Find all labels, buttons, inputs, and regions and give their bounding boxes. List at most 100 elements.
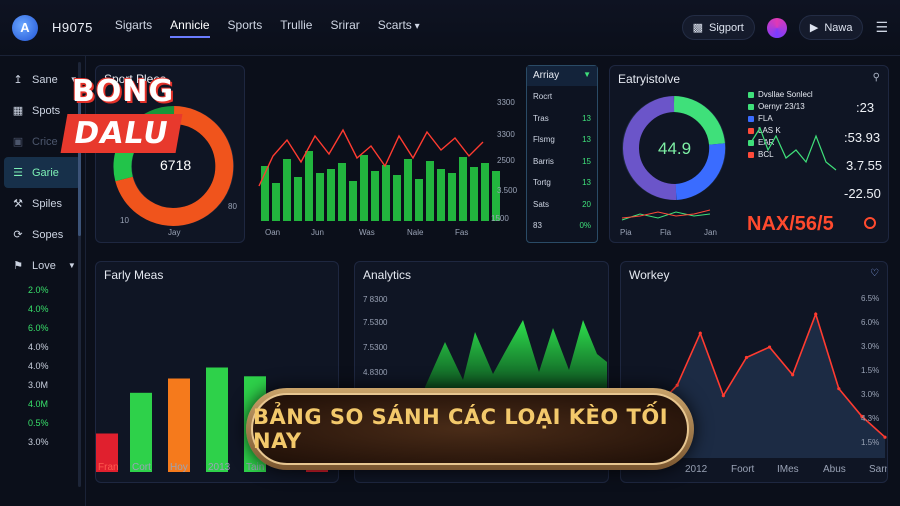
sidebar-percent: 3.0M (28, 380, 49, 390)
mini-list-rows: Rocrt Tras 13 Flsmg 13 Barris 15 Tortg 13 Sats 20 8… (527, 86, 597, 237)
legend-label: FLA (758, 114, 773, 123)
sidebar-percent: 4.0M (28, 399, 49, 409)
line-point (837, 387, 841, 391)
list-item[interactable]: Sats 20 (527, 194, 597, 216)
donut-slice-orange (115, 106, 234, 226)
line-bar-chart (258, 128, 500, 221)
bar (415, 179, 423, 221)
menu-icon[interactable]: ☰ (875, 19, 888, 35)
donut-center-value: 6718 (160, 157, 192, 173)
donut-center-value: 44.9 (658, 139, 692, 158)
line-point (744, 355, 749, 360)
bar (338, 163, 346, 221)
panel-title: Analytics (363, 268, 412, 282)
heart-icon[interactable]: ♡ (870, 268, 879, 279)
news-label: Nawa (824, 21, 853, 34)
nav-item-sigarts[interactable]: Sigarts (114, 17, 153, 32)
sidebar-percent: 3.0% (28, 437, 49, 447)
list-item-label: Rocrt (533, 92, 553, 102)
sidebar-percent-list: 2.0% 4.0% 6.0% 4.0% 4.0% 3.0M 4.0M 0.5% 3.0% (0, 281, 85, 452)
bottom-sparkline-green (621, 211, 711, 221)
nav-item-trullie[interactable]: Trullie (280, 17, 313, 32)
sidebar-item-spiles[interactable]: ⚒ Spiles (0, 188, 85, 219)
sidebar-item-garie[interactable]: ☰ Garie (4, 157, 81, 188)
list-item[interactable]: Tras 13 (527, 108, 597, 130)
search-icon[interactable]: ⚲ (872, 72, 880, 83)
sidebar-item-sane[interactable]: ↥ Sane ▼ (0, 64, 85, 95)
panel-farly-meas: Farly Meas Fran Cort Hoy 2013 Tain (95, 261, 339, 483)
list-item[interactable]: Flsmg 13 (527, 129, 597, 151)
panel-line-bars: 3300 3300 2500 3.500 1500 Oan Jun Was Na… (248, 65, 520, 243)
bar (492, 171, 500, 221)
bar (448, 173, 456, 221)
panel-title: Eatryistolve (618, 72, 681, 86)
target-icon (864, 217, 876, 229)
sidebar-scrollbar[interactable] (78, 62, 81, 487)
support-button[interactable]: ▩ Sigport (681, 15, 755, 40)
legend-swatch (748, 103, 754, 110)
app-logo-icon[interactable]: A (12, 14, 38, 41)
promo-banner[interactable]: BẢNG SO SÁNH CÁC LOẠI KÈO TỐI NAY (246, 388, 694, 470)
list-item[interactable]: 83 0% (527, 215, 597, 237)
sidebar-item-sopes[interactable]: ⟳ Sopes (0, 219, 85, 250)
avatar[interactable] (766, 17, 787, 38)
nav-item-sports[interactable]: Sports (227, 17, 263, 32)
y-label: 1.5% (861, 438, 880, 447)
top-navigation-bar: A H9075 Sigarts Annicie Sports Trullie S… (0, 0, 900, 56)
list-item[interactable]: Rocrt (527, 86, 597, 108)
list-item[interactable]: Barris 15 (527, 151, 597, 173)
line-point (791, 373, 795, 377)
x-label: Fla (660, 228, 672, 237)
nav-item-srirar[interactable]: Srirar (330, 17, 360, 32)
sidebar-item-spots[interactable]: ▦ Spots (0, 95, 85, 126)
nav-item-annicie[interactable]: Annicie (170, 18, 210, 38)
list-item[interactable]: Tortg 13 (527, 172, 597, 194)
chevron-down-icon[interactable]: ▼ (583, 70, 591, 79)
legend-item: Oernyr 23/13 (748, 102, 805, 111)
y-label: 6.0% (861, 318, 880, 327)
x-label: Nale (407, 228, 424, 237)
legend-item: Dvsllae Sonlecl (748, 90, 813, 99)
legend-swatch (748, 115, 754, 122)
y-label: 7.5300 (363, 318, 388, 327)
y-label: 3.500 (497, 186, 518, 195)
legend-label: LAS K (758, 126, 781, 135)
green-sparkline (749, 126, 837, 171)
y-label: 7 8300 (363, 295, 388, 304)
bottom-sparkline-red (621, 209, 711, 219)
news-button[interactable]: ▶ Nawa (798, 15, 864, 40)
banner-inner: BẢNG SO SÁNH CÁC LOẠI KÈO TỐI NAY (251, 393, 689, 465)
bongdalu-logo: BONG DALU (60, 72, 200, 162)
list-item-value: 20 (582, 199, 591, 209)
sidebar-item-love[interactable]: ⚑ Love ▼ (0, 250, 85, 281)
mini-list-header[interactable]: Arriay ▼ (527, 66, 597, 86)
legend-item: BCL (748, 150, 774, 159)
bar (283, 159, 291, 221)
sidebar-percent: 4.0% (28, 304, 49, 314)
legend-swatch (748, 151, 754, 158)
tick-bottom: Jay (168, 228, 181, 237)
x-label: Fas (455, 228, 469, 237)
sidebar-item-crice[interactable]: ▣ Crice (0, 126, 85, 157)
sidebar-scroll-thumb[interactable] (78, 96, 81, 236)
red-line (258, 128, 484, 187)
bar-2013 (206, 367, 228, 472)
bar (305, 151, 313, 221)
x-label: Jan (704, 228, 717, 237)
play-icon: ▶ (809, 22, 819, 34)
x-label: Was (359, 228, 375, 237)
list-item-value: 13 (582, 135, 591, 145)
bar (404, 159, 412, 221)
line-point (860, 414, 864, 418)
value-4: -22.50 (844, 186, 881, 201)
chart-icon: ▦ (12, 105, 24, 117)
chevron-down-icon: ▼ (69, 75, 78, 84)
nax-label: NAX/56/5 (747, 213, 834, 235)
workey-line (630, 311, 886, 438)
sidebar-percent: 0.5% (28, 418, 49, 428)
nav-item-scarts-dropdown[interactable]: Scarts (378, 18, 420, 38)
tick-left: 10 (120, 216, 129, 225)
x-label: Pia (620, 228, 632, 237)
y-label: 3.0% (861, 342, 880, 351)
brand-name[interactable]: H9075 (52, 20, 93, 35)
